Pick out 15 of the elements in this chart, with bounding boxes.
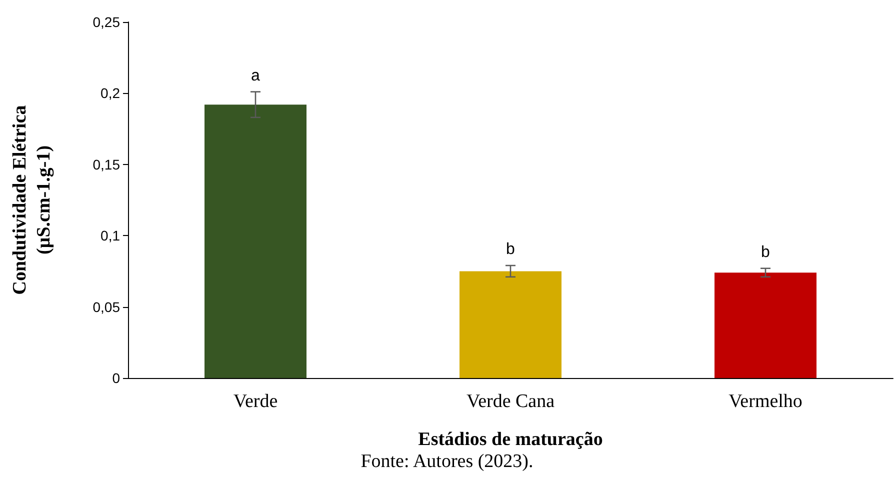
source-note: Fonte: Autores (2023). bbox=[360, 451, 534, 472]
y-tick-label: 0,1 bbox=[100, 228, 120, 244]
x-axis-title: Estádios de maturação bbox=[418, 429, 603, 450]
annotation: a bbox=[251, 67, 260, 84]
annotation: b bbox=[506, 241, 516, 258]
x-tick-label: Vermelho bbox=[728, 391, 802, 412]
y-axis-title: Condutividade Elétrica (µS.cm-1.g-1) bbox=[10, 104, 54, 295]
y-tick-label: 0,2 bbox=[100, 85, 120, 102]
x-tick-label: Verde bbox=[233, 391, 278, 412]
x-tick-label: Verde Cana bbox=[466, 391, 556, 412]
annotation: b bbox=[761, 244, 770, 261]
y-tick-label: 0,25 bbox=[92, 14, 120, 30]
y-tick-label: 0,15 bbox=[92, 156, 120, 172]
y-tick-label: 0 bbox=[112, 370, 120, 386]
y-tick-label: 0,05 bbox=[92, 298, 120, 315]
